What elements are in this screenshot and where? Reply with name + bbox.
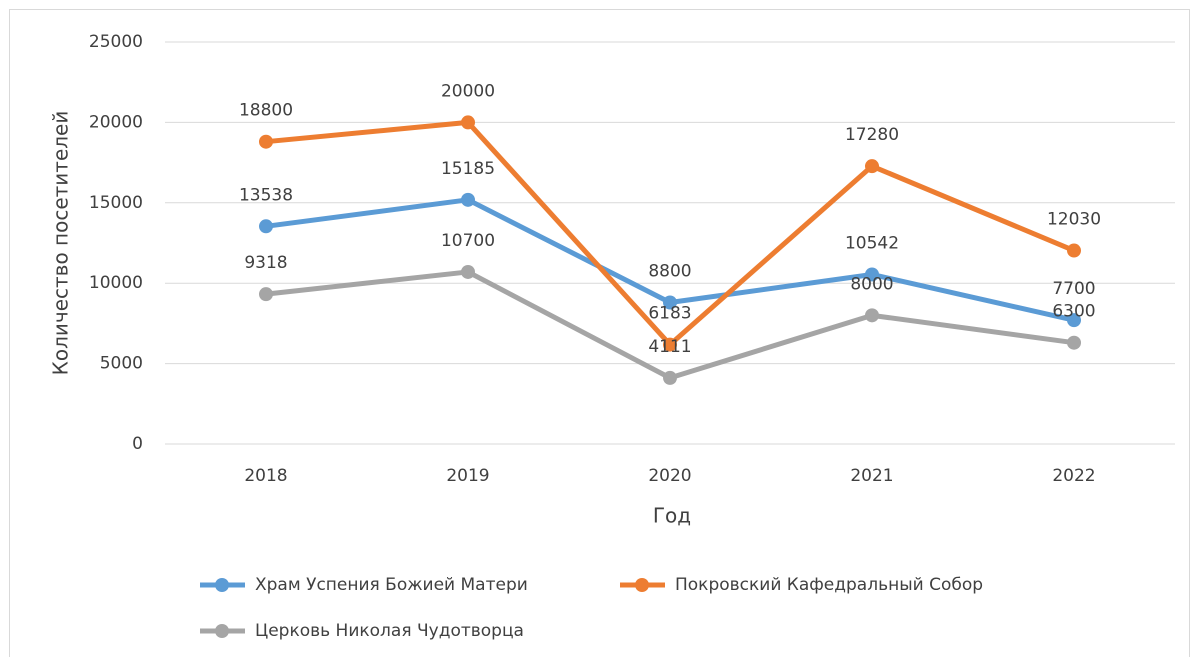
data-label: 9318 — [244, 253, 287, 273]
y-tick-label: 15000 — [89, 193, 143, 213]
data-point — [865, 267, 879, 282]
legend-marker — [635, 578, 649, 592]
data-point — [461, 192, 475, 207]
data-point — [259, 219, 273, 234]
x-tick-label: 2022 — [1052, 466, 1095, 486]
x-tick-label: 2021 — [850, 466, 893, 486]
data-label: 8800 — [648, 261, 691, 281]
data-label: 10700 — [441, 231, 495, 251]
y-tick-label: 5000 — [100, 354, 143, 374]
y-tick-label: 20000 — [89, 112, 143, 132]
data-label: 4111 — [648, 337, 691, 357]
data-point — [865, 308, 879, 323]
data-point — [259, 134, 273, 149]
series-line — [265, 269, 1075, 381]
data-point — [259, 287, 273, 302]
data-point — [1067, 335, 1081, 350]
legend-label: Покровский Кафедральный Собор — [675, 575, 983, 595]
data-label: 8000 — [850, 274, 893, 294]
data-point — [663, 370, 677, 385]
data-point — [663, 337, 677, 352]
y-tick-label: 0 — [132, 434, 143, 454]
data-point — [461, 264, 475, 279]
legend-label: Церковь Николая Чудотворца — [255, 621, 524, 641]
data-label: 10542 — [845, 233, 899, 253]
data-point — [1067, 243, 1081, 258]
data-label: 18800 — [239, 101, 293, 121]
data-label: 12030 — [1047, 210, 1101, 230]
x-tick-label: 2020 — [648, 466, 691, 486]
y-tick-label: 10000 — [89, 273, 143, 293]
data-point — [461, 115, 475, 130]
data-label: 17280 — [845, 125, 899, 145]
data-point — [865, 159, 879, 174]
chart-border — [9, 9, 1190, 661]
data-point — [1067, 313, 1081, 328]
y-tick-label: 25000 — [89, 32, 143, 52]
x-axis-title: Год — [653, 504, 691, 528]
data-label: 20000 — [441, 81, 495, 101]
x-tick-label: 2018 — [244, 466, 287, 486]
legend-marker — [215, 578, 229, 592]
legend-marker — [215, 624, 229, 638]
data-point — [663, 295, 677, 310]
data-label: 15185 — [441, 159, 495, 179]
y-axis-title: Количество посетителей — [49, 111, 73, 376]
data-label: 6183 — [648, 304, 691, 324]
data-label: 7700 — [1052, 279, 1095, 299]
x-tick-label: 2019 — [446, 466, 489, 486]
data-label: 6300 — [1052, 302, 1095, 322]
legend-label: Храм Успения Божией Матери — [255, 575, 528, 595]
data-label: 13538 — [239, 185, 293, 205]
